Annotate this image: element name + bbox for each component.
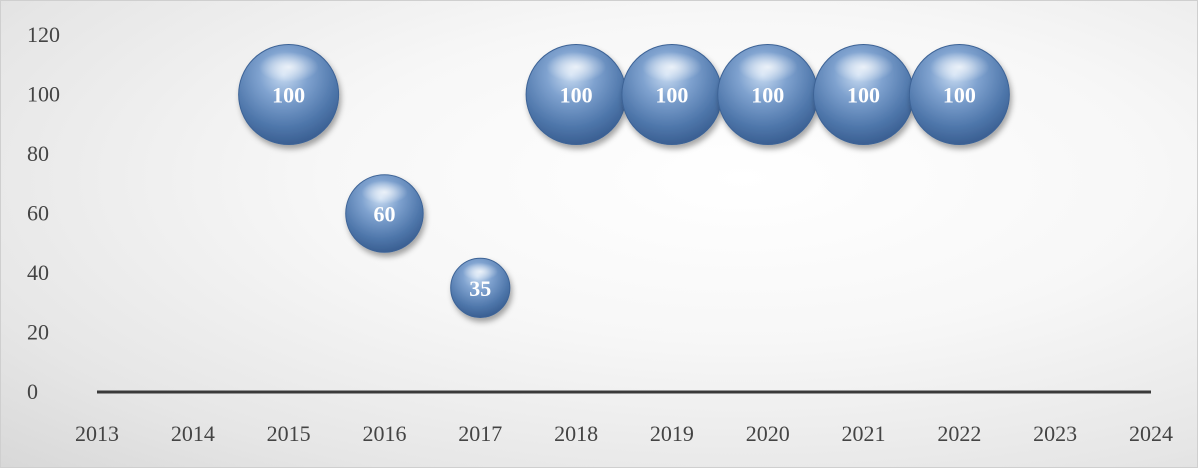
x-tick-label: 2015 xyxy=(267,421,311,446)
x-tick-label: 2022 xyxy=(937,421,981,446)
x-tick-label: 2021 xyxy=(842,421,886,446)
y-tick-label: 20 xyxy=(27,320,49,345)
x-tick-label: 2024 xyxy=(1129,421,1173,446)
y-tick-label: 0 xyxy=(27,379,38,404)
bubble-data-label: 100 xyxy=(751,83,784,108)
y-tick-label: 100 xyxy=(27,82,60,107)
bubble-highlight xyxy=(361,180,408,204)
bubble-data-label: 100 xyxy=(560,83,593,108)
x-tick-label: 2023 xyxy=(1033,421,1077,446)
bubble-data-label: 100 xyxy=(943,83,976,108)
x-tick-label: 2019 xyxy=(650,421,694,446)
bubble-2017: 35 xyxy=(450,257,511,318)
y-tick-label: 120 xyxy=(27,22,60,47)
bubble-2019: 100 xyxy=(621,44,723,145)
bubble-2022: 100 xyxy=(908,44,1010,145)
x-tick-label: 2020 xyxy=(746,421,790,446)
bubble-series: 100 60 35 100 100 100 100 100 xyxy=(238,44,1010,318)
bubble-highlight xyxy=(546,52,607,82)
x-tick-label: 2018 xyxy=(554,421,598,446)
bubble-highlight xyxy=(833,52,894,82)
bubble-highlight xyxy=(737,52,798,82)
bubble-2015: 100 xyxy=(238,44,340,145)
bubble-data-label: 100 xyxy=(655,83,688,108)
x-axis-ticks: 2013 2014 2015 2016 2017 2018 2019 2020 2021 2022… xyxy=(75,421,1173,446)
bubble-2020: 100 xyxy=(717,44,819,145)
y-tick-label: 40 xyxy=(27,260,49,285)
bubble-2016: 60 xyxy=(345,174,424,253)
bubble-data-label: 100 xyxy=(847,83,880,108)
bubble-highlight xyxy=(462,262,499,281)
bubble-2018: 100 xyxy=(525,44,627,145)
x-tick-label: 2013 xyxy=(75,421,119,446)
bubble-data-label: 100 xyxy=(272,83,305,108)
y-tick-label: 80 xyxy=(27,141,49,166)
bubble-highlight xyxy=(641,52,702,82)
bubble-data-label: 35 xyxy=(469,276,491,301)
y-tick-label: 60 xyxy=(27,201,49,226)
bubble-data-label: 60 xyxy=(373,202,395,227)
bubble-highlight xyxy=(258,52,319,82)
x-tick-label: 2014 xyxy=(171,421,215,446)
bubble-2021: 100 xyxy=(813,44,915,145)
x-tick-label: 2017 xyxy=(458,421,502,446)
x-tick-label: 2016 xyxy=(362,421,406,446)
bubble-highlight xyxy=(929,52,990,82)
y-axis-ticks: 0 20 40 60 80 100 120 xyxy=(27,22,60,404)
